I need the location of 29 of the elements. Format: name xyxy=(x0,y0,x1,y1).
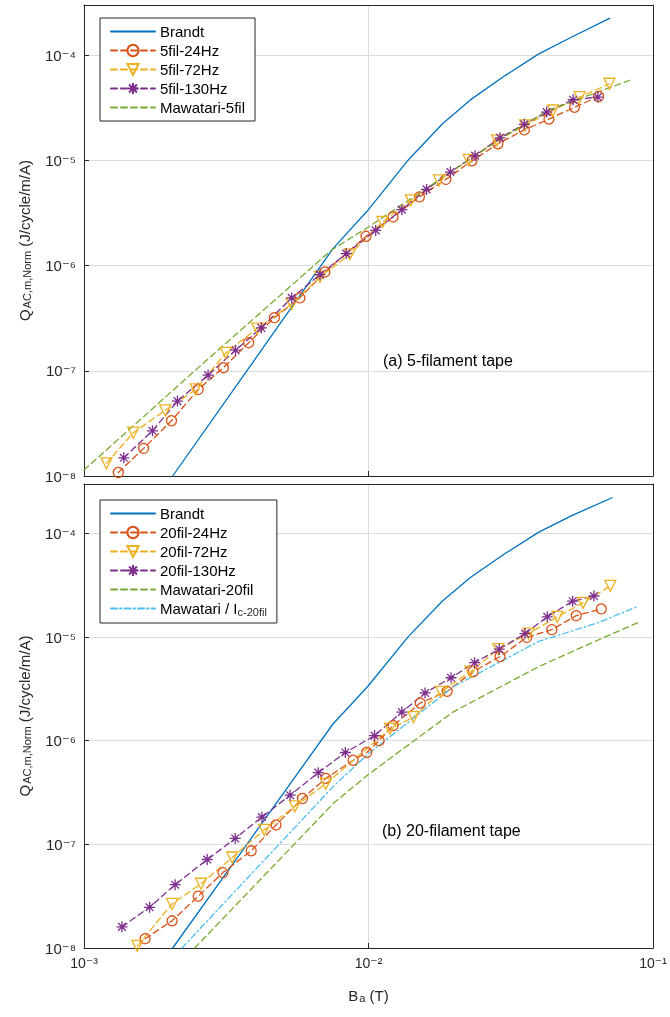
annotation: (b) 20-filament tape xyxy=(382,821,521,839)
y-tick-label: 10⁻⁷ xyxy=(45,835,76,853)
y-tick-label: 10⁻⁶ xyxy=(45,257,76,275)
y-tick-label: 10⁻⁷ xyxy=(45,362,76,380)
legend-label: Mawatari / Ic-20fil xyxy=(160,600,267,618)
y-tick-label: 10⁻⁴ xyxy=(44,46,76,64)
y-tick-label: 10⁻⁴ xyxy=(44,524,76,542)
legend-label: 5fil-72Hz xyxy=(160,61,220,78)
x-tick-label: 10⁻³ xyxy=(70,955,99,971)
legend-label: 20fil-130Hz xyxy=(160,562,236,579)
legend-label: Brandt xyxy=(160,505,206,522)
legend-label: 5fil-130Hz xyxy=(160,80,228,97)
legend-label: 20fil-24Hz xyxy=(160,524,228,541)
legend-label: Mawatari-20fil xyxy=(160,581,254,598)
y-tick-label: 10⁻⁵ xyxy=(45,628,76,646)
legend-label: Brandt xyxy=(160,23,206,40)
y-tick-label: 10⁻⁸ xyxy=(45,467,76,485)
y-tick-label: 10⁻⁸ xyxy=(45,939,76,957)
y-axis-title: QAC,m,Norm (J/cycle/m/A) xyxy=(16,635,33,797)
legend-label: 5fil-24Hz xyxy=(160,42,220,59)
x-tick-label: 10⁻¹ xyxy=(639,955,668,971)
legend-label: 20fil-72Hz xyxy=(160,543,228,560)
y-tick-label: 10⁻⁵ xyxy=(45,151,76,169)
x-tick-label: 10⁻² xyxy=(354,955,383,971)
annotation: (a) 5-filament tape xyxy=(383,351,513,369)
x-axis-title: Ba (T) xyxy=(348,987,389,1004)
y-tick-label: 10⁻⁶ xyxy=(45,732,76,750)
y-axis-title: QAC,m,Norm (J/cycle/m/A) xyxy=(16,160,33,321)
legend-label: Mawatari-5fil xyxy=(160,99,246,116)
